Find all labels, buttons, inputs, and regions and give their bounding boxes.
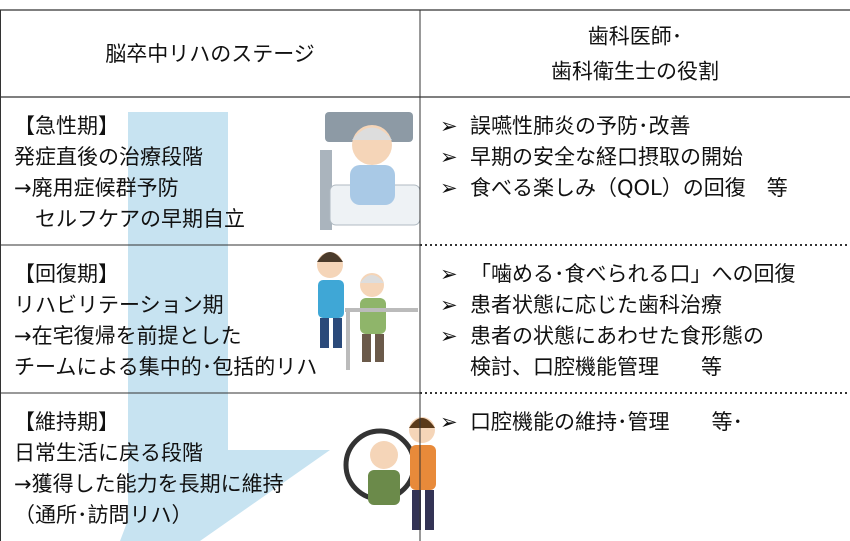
role-text: 早期の安全な経口摂取の開始 <box>470 145 743 169</box>
header-text: 歯科医師･ <box>588 25 683 49</box>
stage-text: リハビリテーション期 <box>14 293 224 317</box>
bullet: ➢ <box>440 410 458 434</box>
stage-text: →獲得した能力を長期に維持 <box>14 472 284 496</box>
role-text: 検討、口腔機能管理 等 <box>470 355 722 379</box>
stage-text: （通所･訪問リハ） <box>14 503 193 527</box>
bullet: ➢ <box>440 262 458 286</box>
illustration-maintenance <box>343 417 436 530</box>
bullet: ➢ <box>440 293 458 317</box>
role-text: 患者の状態にあわせた食形態の <box>470 324 764 348</box>
bullet: ➢ <box>440 176 458 200</box>
bullet: ➢ <box>440 145 458 169</box>
bullet: ➢ <box>440 114 458 138</box>
stage-text: 【回復期】 <box>14 262 119 286</box>
illustration-recovery <box>317 252 418 370</box>
stage-text: →廃用症候群予防 <box>14 176 179 200</box>
role-text: 誤嚥性肺炎の予防･改善 <box>470 114 691 138</box>
header-text: 脳卒中リハのステージ <box>105 42 315 66</box>
header-text: 歯科衛生士の役割 <box>551 60 719 84</box>
stage-text: 発症直後の治療段階 <box>14 145 203 169</box>
stage-text: 【急性期】 <box>14 114 119 138</box>
stage-text: 【維持期】 <box>14 410 119 434</box>
stage-text: →在宅復帰を前提とした <box>14 324 242 348</box>
role-text: 患者状態に応じた歯科治療 <box>470 293 722 317</box>
role-text: 口腔機能の維持･管理 等･ <box>470 410 743 434</box>
role-text: 食べる楽しみ（QOL）の回復 等 <box>470 176 788 200</box>
stage-text: セルフケアの早期自立 <box>14 207 245 231</box>
role-text: 「噛める･食べられる口」への回復 <box>470 262 796 286</box>
stage-text: チームによる集中的･包括的リハ <box>14 355 317 379</box>
illustration-acute <box>320 112 421 230</box>
flow-arrow <box>120 112 330 541</box>
stage-text: 日常生活に戻る段階 <box>14 441 203 465</box>
bullet: ➢ <box>440 324 458 348</box>
